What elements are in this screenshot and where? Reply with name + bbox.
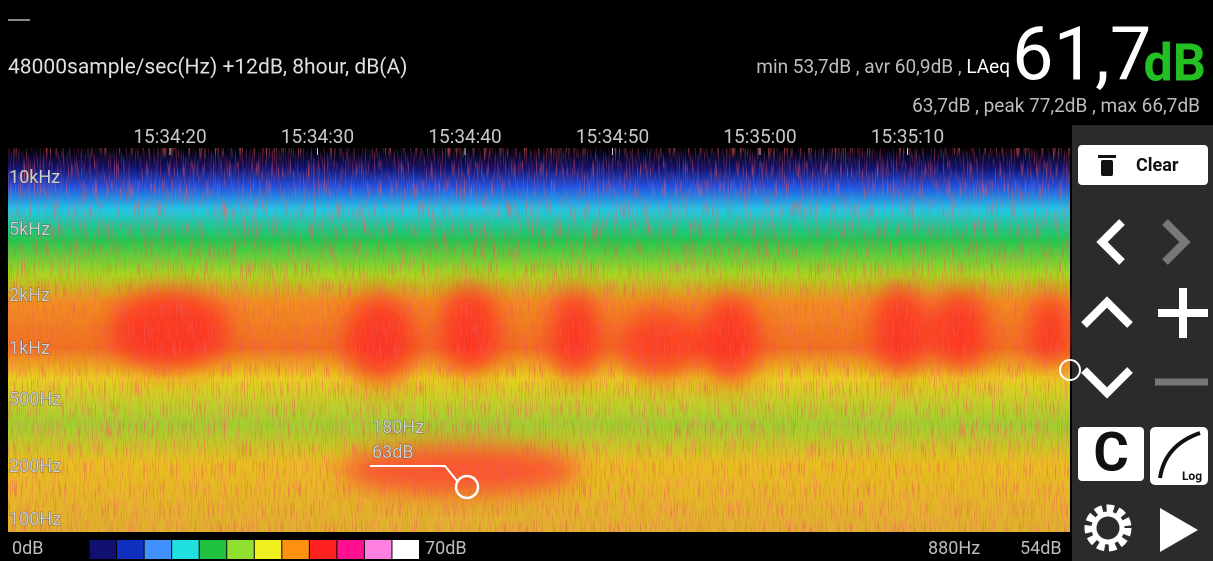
stats-text: min 53,7dB , avr 60,9dB , [756,55,961,78]
c-button[interactable]: C [1078,421,1144,484]
colorbar-swatch [227,540,254,559]
colorbar-swatch [310,540,337,559]
colorbar-swatch [365,540,392,559]
freq-label: 2kHz [9,285,50,306]
colorbar-swatch [337,540,364,559]
colorbar-swatch [200,540,227,559]
trash-lid [1098,155,1116,158]
stats: min 53,7dB , avr 60,9dB , LAeq [756,55,1010,78]
time-label: 15:34:40 [428,125,501,148]
colorbar-swatch [62,540,89,559]
log-label[interactable]: Log [1182,469,1202,483]
freq-label: 5kHz [9,219,50,240]
freq-label: 100Hz [9,509,61,530]
c-label[interactable]: C [1093,421,1128,484]
time-label: 15:34:30 [281,125,354,148]
colorbar-swatch [282,540,309,559]
log-button[interactable]: Log [1150,427,1208,485]
colorbar-swatch [255,540,282,559]
status-level: 54dB [1020,538,1062,559]
colorbar-min: 0dB [12,538,43,559]
time-label: 15:34:20 [133,125,206,148]
laeq-label: LAeq [966,55,1010,78]
cursor-freq: 180Hz [372,417,424,438]
clear-label[interactable]: Clear [1136,155,1179,176]
panel-bg [1072,125,1213,561]
freq-label: 200Hz [9,456,61,477]
screen: 48000sample/sec(Hz) +12dB, 8hour, dB(A) … [0,0,1213,561]
colorbar-swatch [90,540,117,559]
info: 48000sample/sec(Hz) +12dB, 8hour, dB(A) [8,56,408,80]
colorbar-swatch [392,540,419,559]
colorbar-swatch [172,540,199,559]
time-label: 15:34:50 [576,125,649,148]
laeq-value: 61,7 [1012,12,1151,99]
freq-label: 1kHz [9,338,50,359]
freq-label: 10kHz [9,167,60,188]
colorbar-swatch [145,540,172,559]
freq-label: 500Hz [9,389,61,410]
spectrogram-noise [8,148,1070,532]
clear-button[interactable]: Clear [1078,145,1208,185]
colorbar-max: 70dB [425,538,467,559]
time-label: 15:35:00 [723,125,796,148]
status-freq: 880Hz [928,538,980,559]
colorbar-swatch [117,540,144,559]
trash-icon [1101,160,1113,176]
status-bar: 0dB 70dB 880Hz 54dB [12,538,1062,559]
side-panel: Clear C Log [1060,125,1213,561]
cursor-level: 63dB [372,442,414,463]
time-label: 15:35:10 [871,125,944,148]
stats2: 63,7dB , peak 77,2dB , max 66,7dB [912,94,1200,117]
laeq-unit: dB [1144,33,1206,94]
spectrogram: 15:34:20 15:34:30 15:34:40 15:34:50 15:35:00… [8,125,1070,532]
